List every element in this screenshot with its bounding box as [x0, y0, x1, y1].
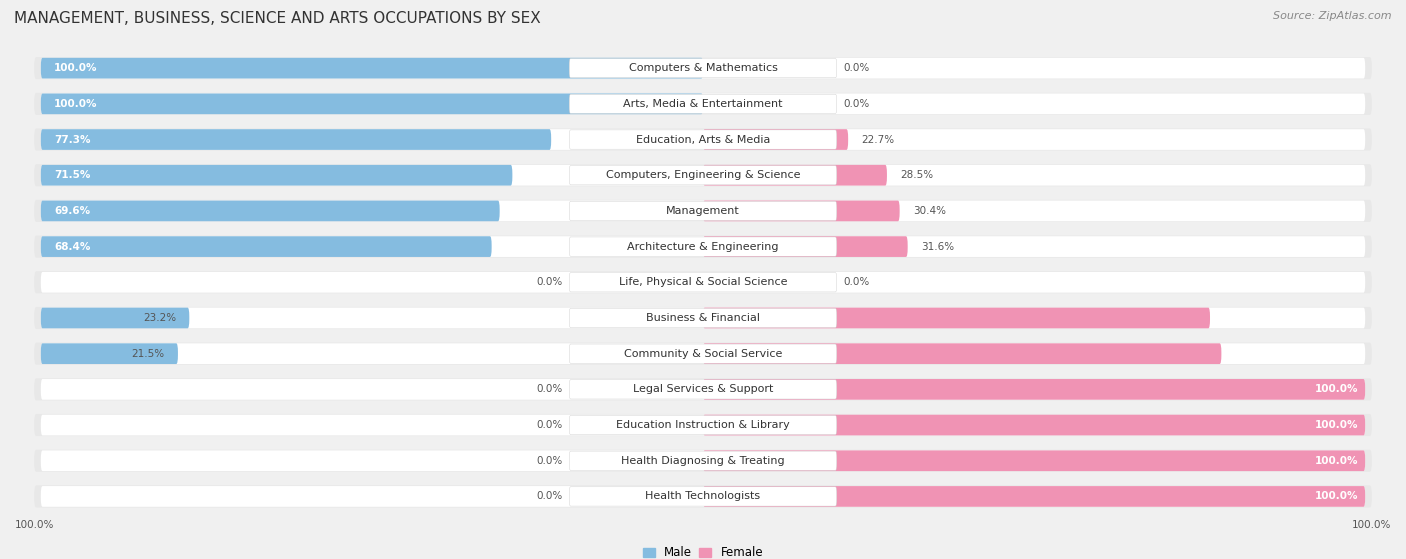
FancyBboxPatch shape: [41, 201, 499, 221]
FancyBboxPatch shape: [41, 165, 512, 186]
FancyBboxPatch shape: [703, 486, 1365, 507]
Text: 0.0%: 0.0%: [536, 420, 562, 430]
FancyBboxPatch shape: [41, 93, 1365, 114]
FancyBboxPatch shape: [41, 415, 1365, 435]
Text: Life, Physical & Social Science: Life, Physical & Social Science: [619, 277, 787, 287]
Text: Education, Arts & Media: Education, Arts & Media: [636, 135, 770, 145]
FancyBboxPatch shape: [703, 129, 848, 150]
Text: 23.2%: 23.2%: [143, 313, 176, 323]
Text: 21.5%: 21.5%: [131, 349, 165, 359]
Text: 0.0%: 0.0%: [536, 277, 562, 287]
FancyBboxPatch shape: [41, 129, 1365, 150]
FancyBboxPatch shape: [41, 379, 1365, 400]
Text: 100.0%: 100.0%: [1315, 420, 1358, 430]
FancyBboxPatch shape: [41, 129, 551, 150]
Text: 0.0%: 0.0%: [844, 277, 870, 287]
Text: MANAGEMENT, BUSINESS, SCIENCE AND ARTS OCCUPATIONS BY SEX: MANAGEMENT, BUSINESS, SCIENCE AND ARTS O…: [14, 11, 541, 26]
FancyBboxPatch shape: [41, 236, 1365, 257]
FancyBboxPatch shape: [569, 59, 837, 78]
FancyBboxPatch shape: [703, 379, 1365, 400]
Text: 0.0%: 0.0%: [536, 491, 562, 501]
FancyBboxPatch shape: [703, 307, 1211, 328]
FancyBboxPatch shape: [569, 130, 837, 149]
Text: Legal Services & Support: Legal Services & Support: [633, 385, 773, 394]
FancyBboxPatch shape: [34, 57, 1372, 79]
FancyBboxPatch shape: [569, 94, 837, 113]
Text: 77.3%: 77.3%: [55, 135, 91, 145]
Text: Health Diagnosing & Treating: Health Diagnosing & Treating: [621, 456, 785, 466]
FancyBboxPatch shape: [41, 272, 1365, 293]
FancyBboxPatch shape: [703, 415, 1365, 435]
FancyBboxPatch shape: [569, 309, 837, 328]
Text: 22.7%: 22.7%: [862, 135, 894, 145]
Text: 0.0%: 0.0%: [536, 456, 562, 466]
FancyBboxPatch shape: [34, 164, 1372, 186]
FancyBboxPatch shape: [569, 380, 837, 399]
FancyBboxPatch shape: [703, 236, 908, 257]
Text: Computers, Engineering & Science: Computers, Engineering & Science: [606, 170, 800, 180]
Text: Arts, Media & Entertainment: Arts, Media & Entertainment: [623, 99, 783, 109]
FancyBboxPatch shape: [34, 93, 1372, 115]
FancyBboxPatch shape: [34, 271, 1372, 293]
FancyBboxPatch shape: [703, 201, 900, 221]
Text: Health Technologists: Health Technologists: [645, 491, 761, 501]
FancyBboxPatch shape: [34, 343, 1372, 364]
Text: 100.0%: 100.0%: [1315, 491, 1358, 501]
Text: 100.0%: 100.0%: [1315, 385, 1358, 394]
FancyBboxPatch shape: [569, 165, 837, 185]
FancyBboxPatch shape: [34, 307, 1372, 329]
Text: 0.0%: 0.0%: [844, 99, 870, 109]
FancyBboxPatch shape: [41, 486, 1365, 507]
FancyBboxPatch shape: [41, 343, 1365, 364]
FancyBboxPatch shape: [569, 415, 837, 435]
FancyBboxPatch shape: [569, 487, 837, 506]
Text: 0.0%: 0.0%: [536, 385, 562, 394]
FancyBboxPatch shape: [34, 235, 1372, 258]
FancyBboxPatch shape: [41, 236, 492, 257]
Text: 76.8%: 76.8%: [1322, 313, 1358, 323]
Text: Computers & Mathematics: Computers & Mathematics: [628, 63, 778, 73]
Text: 78.5%: 78.5%: [1322, 349, 1358, 359]
Text: Management: Management: [666, 206, 740, 216]
Text: Community & Social Service: Community & Social Service: [624, 349, 782, 359]
FancyBboxPatch shape: [569, 273, 837, 292]
Text: Education Instruction & Library: Education Instruction & Library: [616, 420, 790, 430]
Text: 30.4%: 30.4%: [912, 206, 946, 216]
Text: 31.6%: 31.6%: [921, 241, 955, 252]
Text: 100.0%: 100.0%: [55, 99, 97, 109]
FancyBboxPatch shape: [41, 58, 1365, 78]
FancyBboxPatch shape: [41, 343, 179, 364]
FancyBboxPatch shape: [41, 451, 1365, 471]
FancyBboxPatch shape: [41, 201, 1365, 221]
FancyBboxPatch shape: [34, 449, 1372, 472]
Text: Architecture & Engineering: Architecture & Engineering: [627, 241, 779, 252]
FancyBboxPatch shape: [34, 485, 1372, 508]
Text: 100.0%: 100.0%: [55, 63, 97, 73]
FancyBboxPatch shape: [41, 307, 190, 328]
Text: Business & Financial: Business & Financial: [645, 313, 761, 323]
Text: 100.0%: 100.0%: [1315, 456, 1358, 466]
FancyBboxPatch shape: [703, 165, 887, 186]
FancyBboxPatch shape: [569, 201, 837, 221]
Text: 69.6%: 69.6%: [55, 206, 90, 216]
Text: 0.0%: 0.0%: [844, 63, 870, 73]
Legend: Male, Female: Male, Female: [638, 542, 768, 559]
FancyBboxPatch shape: [34, 378, 1372, 400]
Text: 71.5%: 71.5%: [55, 170, 90, 180]
FancyBboxPatch shape: [34, 129, 1372, 150]
Text: 68.4%: 68.4%: [55, 241, 90, 252]
FancyBboxPatch shape: [569, 237, 837, 256]
Text: Source: ZipAtlas.com: Source: ZipAtlas.com: [1274, 11, 1392, 21]
FancyBboxPatch shape: [569, 451, 837, 470]
FancyBboxPatch shape: [703, 451, 1365, 471]
FancyBboxPatch shape: [569, 344, 837, 363]
FancyBboxPatch shape: [34, 200, 1372, 222]
FancyBboxPatch shape: [34, 414, 1372, 436]
FancyBboxPatch shape: [41, 165, 1365, 186]
FancyBboxPatch shape: [41, 307, 1365, 328]
FancyBboxPatch shape: [41, 58, 703, 78]
FancyBboxPatch shape: [41, 93, 703, 114]
FancyBboxPatch shape: [703, 343, 1222, 364]
Text: 28.5%: 28.5%: [900, 170, 934, 180]
